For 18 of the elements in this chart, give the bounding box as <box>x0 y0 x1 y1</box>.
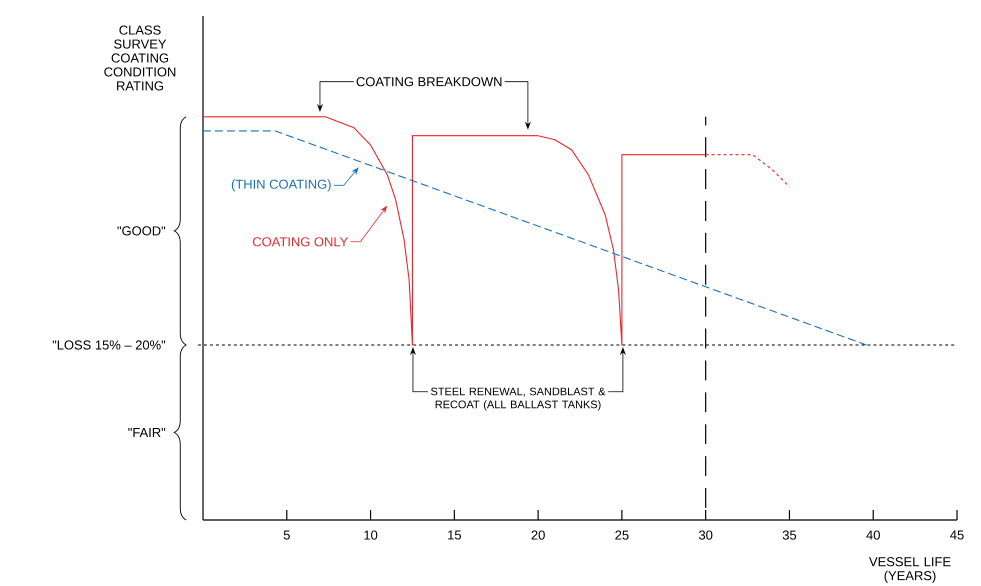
legend-label: (THIN COATING) <box>232 179 331 192</box>
x-tick-label: 10 <box>364 530 378 540</box>
x-tick-label: 45 <box>950 530 964 540</box>
ref-line-label: "LOSS 15% – 20%" <box>52 340 166 350</box>
y-axis-title: CLASS SURVEY COATING CONDITION RATING <box>104 26 176 90</box>
x-tick-label: 5 <box>284 530 290 540</box>
x-tick-label: 35 <box>782 530 796 540</box>
x-tick-label: 30 <box>698 530 712 540</box>
x-tick-label: 40 <box>866 530 880 540</box>
x-tick-label: 25 <box>615 530 629 540</box>
x-tick-label: 15 <box>448 530 461 540</box>
x-tick-label: 20 <box>532 530 545 540</box>
x-axis-title: VESSEL LIFE (YEARS) <box>869 557 950 583</box>
text: COATING BREAKDOWN <box>356 77 502 86</box>
annotation: STEEL RENEWAL, SANDBLAST & RECOAT (ALL BALLAST TANKS) <box>431 388 606 410</box>
text: COATING ONLY <box>252 237 348 246</box>
text: "GOOD" <box>118 226 166 236</box>
text: "FAIR" <box>128 428 166 437</box>
